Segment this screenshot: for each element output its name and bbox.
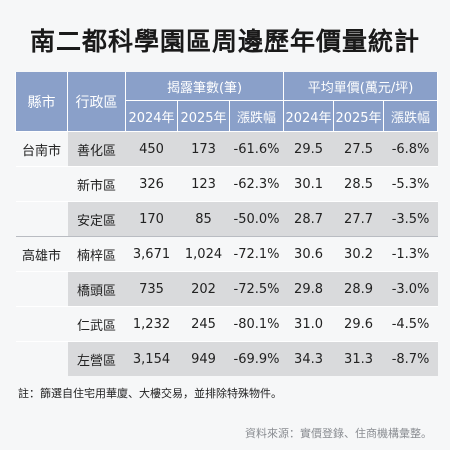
price-2024-cell: 29.5 (283, 131, 334, 167)
volume-change-cell: -72.5% (229, 271, 284, 307)
price-2024-cell: 30.1 (283, 166, 334, 202)
volume-2024-cell: 326 (125, 166, 178, 202)
price-2025-cell: 28.5 (333, 166, 384, 202)
price-2024-cell: 31.0 (283, 306, 334, 342)
volume-2025-cell: 123 (177, 166, 230, 202)
price-change-cell: -6.8% (383, 131, 438, 167)
price-2025-cell: 31.3 (333, 341, 384, 376)
price-2025-cell: 29.6 (333, 306, 384, 342)
volume-change-cell: -62.3% (229, 166, 284, 202)
price-change-cell: -3.5% (383, 201, 438, 237)
header-volume-2024: 2024年 (125, 100, 178, 132)
header-city: 縣市 (15, 72, 68, 132)
price-2025-cell: 28.9 (333, 271, 384, 307)
price-change-cell: -8.7% (383, 341, 438, 376)
header-price-2024: 2024年 (283, 100, 335, 132)
volume-2024-cell: 3,671 (125, 236, 178, 272)
price-change-cell: -5.3% (383, 166, 438, 202)
header-volume-2025: 2025年 (177, 100, 230, 132)
price-volume-table: 縣市 行政區 揭露筆數(筆) 平均單價(萬元/坪) 2024年 2025年 漲跌… (15, 72, 439, 376)
table-row: 左營區 3,154 949 -69.9% 34.3 31.3 -8.7% (15, 341, 438, 376)
volume-2024-cell: 735 (125, 271, 178, 307)
city-cell: 台南市 (15, 131, 68, 167)
header-price-change: 漲跌幅 (383, 100, 439, 132)
city-cell (15, 306, 68, 342)
table-row: 新市區 326 123 -62.3% 30.1 28.5 -5.3% (15, 166, 438, 202)
volume-change-cell: -80.1% (229, 306, 284, 342)
district-cell: 安定區 (67, 201, 126, 237)
volume-2025-cell: 173 (177, 131, 230, 167)
district-cell: 仁武區 (67, 306, 126, 342)
price-2024-cell: 28.7 (283, 201, 334, 237)
district-cell: 左營區 (67, 341, 126, 376)
district-cell: 楠梓區 (67, 236, 126, 272)
city-cell: 高雄市 (15, 236, 68, 272)
price-change-cell: -4.5% (383, 306, 438, 342)
footnote: 註：篩選自住宅用華廈、大樓交易，並排除特殊物件。 (18, 387, 282, 400)
city-cell (15, 166, 68, 202)
volume-change-cell: -61.6% (229, 131, 284, 167)
volume-2025-cell: 245 (177, 306, 230, 342)
table-row: 高雄市 楠梓區 3,671 1,024 -72.1% 30.6 30.2 -1.… (15, 236, 438, 272)
volume-2025-cell: 202 (177, 271, 230, 307)
city-cell (15, 341, 68, 376)
volume-2025-cell: 1,024 (177, 236, 230, 272)
header-price-group: 平均單價(萬元/坪) (283, 72, 439, 101)
volume-2025-cell: 85 (177, 201, 230, 237)
volume-2024-cell: 1,232 (125, 306, 178, 342)
volume-2024-cell: 3,154 (125, 341, 178, 376)
price-2024-cell: 30.6 (283, 236, 334, 272)
volume-change-cell: -69.9% (229, 341, 284, 376)
city-cell (15, 201, 68, 237)
header-district: 行政區 (67, 72, 126, 132)
volume-2025-cell: 949 (177, 341, 230, 376)
table-row: 台南市 善化區 450 173 -61.6% 29.5 27.5 -6.8% (15, 131, 438, 167)
volume-2024-cell: 170 (125, 201, 178, 237)
district-cell: 新市區 (67, 166, 126, 202)
page-title: 南二都科學園區周邊歷年價量統計 (29, 27, 420, 56)
table-row: 安定區 170 85 -50.0% 28.7 27.7 -3.5% (15, 201, 438, 237)
table-row: 仁武區 1,232 245 -80.1% 31.0 29.6 -4.5% (15, 306, 438, 342)
volume-change-cell: -72.1% (229, 236, 284, 272)
table-row: 橋頭區 735 202 -72.5% 29.8 28.9 -3.0% (15, 271, 438, 307)
city-cell (15, 271, 68, 307)
price-2024-cell: 34.3 (283, 341, 334, 376)
price-change-cell: -3.0% (383, 271, 438, 307)
price-2025-cell: 27.7 (333, 201, 384, 237)
header-volume-group: 揭露筆數(筆) (124, 72, 285, 101)
price-2024-cell: 29.8 (283, 271, 334, 307)
price-2025-cell: 30.2 (333, 236, 384, 272)
volume-2024-cell: 450 (125, 131, 178, 167)
volume-change-cell: -50.0% (229, 201, 284, 237)
price-2025-cell: 27.5 (333, 131, 384, 167)
district-cell: 橋頭區 (67, 271, 126, 307)
header-price-2025: 2025年 (333, 100, 385, 132)
district-cell: 善化區 (67, 131, 126, 167)
price-change-cell: -1.3% (383, 236, 438, 272)
header-volume-change: 漲跌幅 (228, 100, 285, 132)
data-source: 資料來源：實價登錄、住商機構彙整。 (245, 427, 432, 440)
